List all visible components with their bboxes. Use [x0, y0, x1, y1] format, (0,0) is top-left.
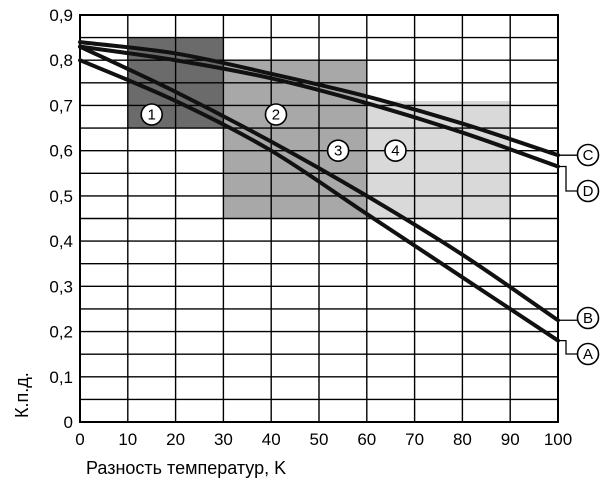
zone-1-label: 1: [140, 103, 163, 126]
svg-text:2: 2: [272, 106, 280, 123]
zone-2-label: 2: [264, 103, 288, 126]
curve-d: [78, 44, 560, 169]
curve-c: [78, 40, 560, 158]
x-tick-label: 80: [453, 430, 472, 449]
svg-text:4: 4: [391, 143, 399, 160]
y-tick-label: 0,4: [49, 232, 73, 251]
plot-frame: [79, 14, 559, 423]
curve-labels-layer: A B C D: [558, 143, 600, 366]
curve-b-label: B: [558, 306, 600, 330]
svg-text:A: A: [583, 346, 593, 363]
x-axis-title: Разность температур, K: [86, 458, 286, 478]
x-tick-label: 40: [262, 430, 281, 449]
x-tick-label: 50: [310, 430, 329, 449]
curve-b: [78, 44, 560, 323]
curve-d-label: D: [558, 165, 600, 203]
y-tick-label: 0,3: [49, 277, 73, 296]
svg-text:C: C: [583, 147, 594, 164]
x-tick-label: 30: [214, 430, 233, 449]
curves-layer: [78, 40, 560, 343]
svg-text:1: 1: [148, 106, 156, 123]
x-tick-label: 70: [405, 430, 424, 449]
svg-text:D: D: [583, 183, 594, 200]
y-tick-label: 0,8: [49, 51, 73, 70]
x-tick-label: 10: [118, 430, 137, 449]
y-tick-label: 0,2: [49, 323, 73, 342]
x-tick-label: 90: [501, 430, 520, 449]
y-tick-label: 0,9: [49, 6, 73, 25]
x-tick-label: 60: [357, 430, 376, 449]
x-tick-label: 0: [75, 430, 84, 449]
zone-labels-layer: 1 2 3 4: [140, 103, 407, 162]
curve-a-label: A: [558, 339, 600, 366]
grid-layer: [79, 14, 559, 423]
y-tick-label: 0,6: [49, 142, 73, 161]
curve-c-label: C: [558, 143, 600, 167]
zone-4-area: [366, 100, 511, 219]
y-tick-label: 0,7: [49, 96, 73, 115]
y-axis-title: К.п.д.: [12, 372, 32, 418]
x-tick-label: 100: [544, 430, 572, 449]
zone-3-label: 3: [326, 139, 350, 162]
curve-a: [78, 58, 560, 343]
y-tick-label: 0,5: [49, 187, 73, 206]
svg-text:3: 3: [334, 143, 342, 160]
ticks-layer: 0 10 20 30 40 50 60 70 80 90 100 0 0,1 0,2 0,3 0,4 0,5 0,…: [49, 6, 572, 449]
x-tick-label: 20: [166, 430, 185, 449]
zone-4-label: 4: [384, 139, 407, 162]
svg-text:B: B: [583, 310, 593, 327]
y-tick-label: 0,1: [49, 368, 73, 387]
y-tick-label: 0: [64, 413, 73, 432]
